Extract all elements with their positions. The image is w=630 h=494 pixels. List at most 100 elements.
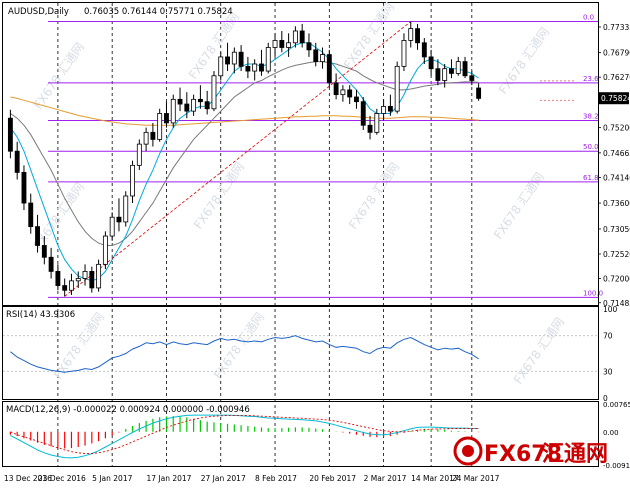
candle-body [157, 113, 163, 140]
ma-fast-line [9, 42, 479, 282]
fib-level-label: 0.0 [583, 14, 594, 22]
current-price-box [599, 92, 629, 105]
candle-body [265, 47, 271, 72]
candle-body [123, 195, 129, 223]
macd-main-line [10, 414, 479, 459]
macd-tick-label: 0.00765 [603, 401, 630, 409]
candle-body [75, 278, 81, 282]
fib-level-label: 50.0 [583, 143, 599, 151]
candle-body [279, 40, 285, 48]
candle-body [35, 226, 40, 246]
candle-body [197, 98, 203, 103]
candle-body [455, 61, 461, 74]
candle-body [191, 98, 197, 112]
watermark-text: FX678 汇通网 [341, 0, 397, 72]
fx678-logo: FX678 汇通网 [453, 436, 608, 467]
rsi-tick-label: 30 [603, 367, 613, 376]
chart-title: AUDUSD,Daily [8, 7, 69, 17]
fib-level-label: 100.0 [583, 289, 603, 297]
candle-body [476, 87, 482, 99]
watermark-text: FX678 汇通网 [491, 170, 547, 242]
candle-body [82, 271, 88, 279]
candle-body [55, 271, 61, 286]
candle-body [374, 113, 380, 133]
ohlc-readout: 0.76035 0.76144 0.75771 0.75824 [84, 7, 233, 17]
watermark-text: FX678 汇通网 [186, 10, 242, 82]
candle-body [109, 216, 115, 237]
price-tick-label: 0.74665 [603, 149, 630, 158]
candle-body [150, 131, 156, 140]
candle-body [442, 68, 448, 81]
candle-body [143, 131, 149, 145]
candle-body [218, 56, 224, 77]
candle-body [225, 56, 230, 65]
rsi-line [10, 335, 479, 373]
candle-body [387, 106, 393, 112]
fib-level-label: 23.6 [583, 75, 599, 83]
candle-body [28, 202, 34, 228]
price-panel-frame [2, 2, 599, 306]
candle-body [394, 65, 400, 112]
rsi-title: RSI(14) 43.9306 [6, 310, 75, 320]
candle-body [320, 54, 325, 63]
candle-body [7, 117, 13, 152]
logo-circle-inner-icon [462, 445, 474, 457]
vertical-grid [57, 3, 473, 466]
price-layer: 0.0 23.6 38.2 50.0 61.8 100.0 [7, 14, 603, 298]
candle-body [170, 98, 176, 124]
x-axis-label: 20 Feb 2017 [309, 474, 356, 483]
watermarks: FX678 汇通网 FX678 汇通网 FX678 汇通网 FX678 汇通网 FX67… [31, 0, 567, 387]
candle-body [435, 68, 441, 81]
candle-body [204, 101, 210, 110]
watermark-text: FX678 汇通网 [511, 315, 567, 387]
candle-body [238, 51, 244, 67]
x-axis-label: 24 Mar 2017 [452, 474, 500, 483]
candle-body [14, 150, 20, 173]
candle-body [69, 280, 74, 291]
x-axis-label: 14 Mar 2017 [411, 474, 459, 483]
candle-body [340, 89, 346, 96]
current-price-label: 0.75824 [601, 94, 630, 103]
candle-body [421, 42, 427, 58]
candle-body [48, 256, 54, 272]
candle-body [333, 82, 339, 96]
candle-body [245, 65, 251, 72]
candle-body [306, 42, 312, 51]
macd-layer [9, 414, 480, 459]
candle-body [381, 106, 387, 114]
candle-body [347, 89, 353, 98]
candle-body [116, 216, 122, 223]
logo-text-fx678: FX678 [484, 442, 562, 467]
watermark-text: FX678 汇通网 [31, 40, 87, 112]
rsi-layer [3, 335, 598, 373]
logo-text-huitong: 汇通网 [542, 442, 608, 467]
macd-tick-label: 0.00 [603, 429, 619, 437]
ma-slow-line [10, 96, 479, 126]
candle-body [299, 30, 305, 44]
candle-body [354, 96, 359, 103]
candle-body [469, 75, 475, 81]
rsi-tick-label: 100 [603, 305, 618, 314]
price-tick-label: 0.71485 [603, 299, 630, 308]
candle-body [62, 285, 68, 291]
candle-body [41, 245, 47, 258]
rsi-tick-label: 0 [603, 394, 608, 403]
x-axis-label: 27 Jan 2017 [201, 474, 246, 483]
candle-body [130, 164, 135, 197]
candle-body [360, 101, 366, 126]
candle-body [89, 271, 95, 289]
candle-body [286, 42, 292, 48]
rsi-panel-frame [2, 306, 599, 400]
candle-body [367, 124, 373, 133]
rsi-tick-label: 70 [603, 332, 613, 341]
candle-body [313, 49, 319, 63]
x-axis-label: 5 Jan 2017 [92, 474, 132, 483]
candle-body [164, 113, 169, 124]
x-axis-label: 8 Feb 2017 [255, 474, 297, 483]
candle-body [428, 56, 434, 70]
